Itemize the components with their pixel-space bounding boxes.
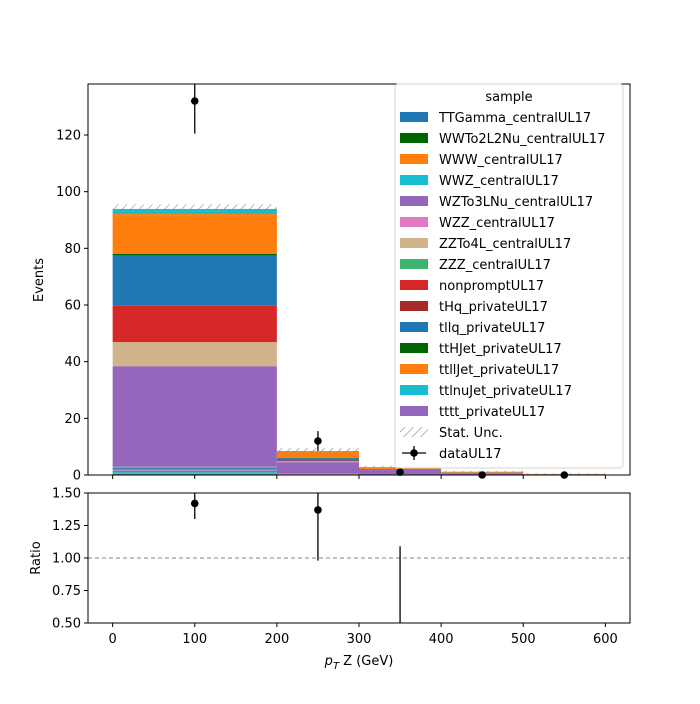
x-axis-label: pT Z (GeV) bbox=[324, 654, 394, 672]
data-point bbox=[191, 97, 199, 105]
legend-data-marker bbox=[410, 449, 418, 457]
legend-swatch bbox=[400, 259, 428, 269]
legend-label: tttt_privateUL17 bbox=[439, 405, 545, 420]
legend-label: tHq_privateUL17 bbox=[439, 300, 548, 315]
x-tick-label: 100 bbox=[182, 632, 207, 647]
legend-swatch bbox=[400, 154, 428, 164]
ratio-point bbox=[314, 506, 322, 514]
ratio-y-tick-label: 0.50 bbox=[52, 617, 81, 632]
legend-swatch bbox=[400, 280, 428, 290]
legend-swatch bbox=[400, 343, 428, 353]
data-point bbox=[314, 437, 322, 445]
bar-segment bbox=[277, 462, 359, 473]
x-tick-label: 600 bbox=[593, 632, 618, 647]
legend-swatch bbox=[400, 322, 428, 332]
legend-swatch bbox=[400, 385, 428, 395]
legend: sample TTGamma_centralUL17 WWTo2L2Nu_cent… bbox=[395, 84, 623, 468]
legend-label: ttllJet_privateUL17 bbox=[439, 363, 559, 378]
bar-segment bbox=[113, 366, 277, 467]
x-tick-label: 400 bbox=[429, 632, 454, 647]
legend-label: Stat. Unc. bbox=[439, 426, 503, 441]
legend-label: dataUL17 bbox=[439, 447, 502, 462]
bar-segment bbox=[113, 472, 277, 473]
legend-swatch-stat-unc bbox=[400, 427, 428, 437]
bar-segment bbox=[113, 467, 277, 468]
legend-label: WWTo2L2Nu_centralUL17 bbox=[439, 132, 605, 147]
ratio-y-tick-label: 1.25 bbox=[52, 519, 81, 534]
legend-label: TTGamma_centralUL17 bbox=[438, 111, 591, 126]
bar-segment bbox=[113, 470, 277, 472]
legend-label: nonpromptUL17 bbox=[439, 279, 544, 294]
y-axis-label-ratio: Ratio bbox=[29, 541, 44, 574]
legend-label: WWZ_centralUL17 bbox=[439, 174, 559, 189]
legend-swatch bbox=[400, 406, 428, 416]
ratio-point bbox=[191, 500, 199, 508]
legend-swatch bbox=[400, 301, 428, 311]
x-tick-label: 300 bbox=[347, 632, 372, 647]
bar-segment bbox=[277, 461, 359, 462]
ratio-y-tick-label: 1.50 bbox=[52, 487, 81, 502]
legend-swatch bbox=[400, 112, 428, 122]
y-tick-label: 120 bbox=[56, 129, 81, 144]
legend-label: WWW_centralUL17 bbox=[439, 153, 563, 168]
ratio-y-tick-label: 1.00 bbox=[52, 552, 81, 567]
bar-segment bbox=[113, 214, 277, 254]
bar-segment bbox=[277, 460, 359, 461]
stat-unc-band bbox=[113, 204, 277, 213]
y-axis-label-main: Events bbox=[32, 258, 47, 302]
x-axis-label-p: p bbox=[324, 654, 333, 669]
x-axis-ticks: 0 100 200 300 400 500 600 bbox=[108, 623, 617, 647]
legend-label: ttHJet_privateUL17 bbox=[439, 342, 562, 357]
legend-title: sample bbox=[485, 90, 532, 105]
x-tick-label: 0 bbox=[108, 632, 116, 647]
legend-swatch bbox=[400, 217, 428, 227]
y-tick-label: 0 bbox=[73, 469, 81, 484]
ratio-panel: 0.50 0.75 1.00 1.25 1.50 0 100 200 300 400 500 600… bbox=[29, 487, 630, 673]
legend-swatch bbox=[400, 175, 428, 185]
legend-label: ttlnuJet_privateUL17 bbox=[439, 384, 572, 399]
y-tick-label: 40 bbox=[64, 355, 81, 370]
legend-swatch bbox=[400, 364, 428, 374]
legend-label: ZZZ_centralUL17 bbox=[439, 258, 551, 273]
y-axis-ticks: 0 20 40 60 80 100 120 bbox=[56, 129, 88, 484]
y-tick-label: 80 bbox=[64, 242, 81, 257]
legend-swatch bbox=[400, 196, 428, 206]
bar-segment bbox=[113, 468, 277, 469]
legend-swatch bbox=[400, 238, 428, 248]
ratio-y-ticks: 0.50 0.75 1.00 1.25 1.50 bbox=[52, 487, 88, 632]
legend-label: WZZ_centralUL17 bbox=[439, 216, 555, 231]
ratio-y-tick-label: 0.75 bbox=[52, 584, 81, 599]
legend-label: ZZTo4L_centralUL17 bbox=[439, 237, 571, 252]
ratio-frame bbox=[88, 493, 630, 623]
legend-label: tllq_privateUL17 bbox=[439, 321, 545, 336]
x-tick-label: 500 bbox=[511, 632, 536, 647]
y-tick-label: 100 bbox=[56, 185, 81, 200]
bar-segment bbox=[277, 458, 359, 460]
y-tick-label: 20 bbox=[64, 412, 81, 427]
x-tick-label: 200 bbox=[264, 632, 289, 647]
x-axis-label-rest: Z (GeV) bbox=[339, 654, 393, 669]
bar-segment bbox=[113, 254, 277, 256]
bar-segment bbox=[113, 255, 277, 305]
x-axis-ticks-main bbox=[113, 475, 606, 479]
bar-segment bbox=[113, 342, 277, 366]
legend-label: WZTo3LNu_centralUL17 bbox=[439, 195, 593, 210]
legend-swatch bbox=[400, 133, 428, 143]
y-tick-label: 60 bbox=[64, 299, 81, 314]
bar-segment bbox=[113, 469, 277, 470]
bar-segment bbox=[113, 306, 277, 342]
